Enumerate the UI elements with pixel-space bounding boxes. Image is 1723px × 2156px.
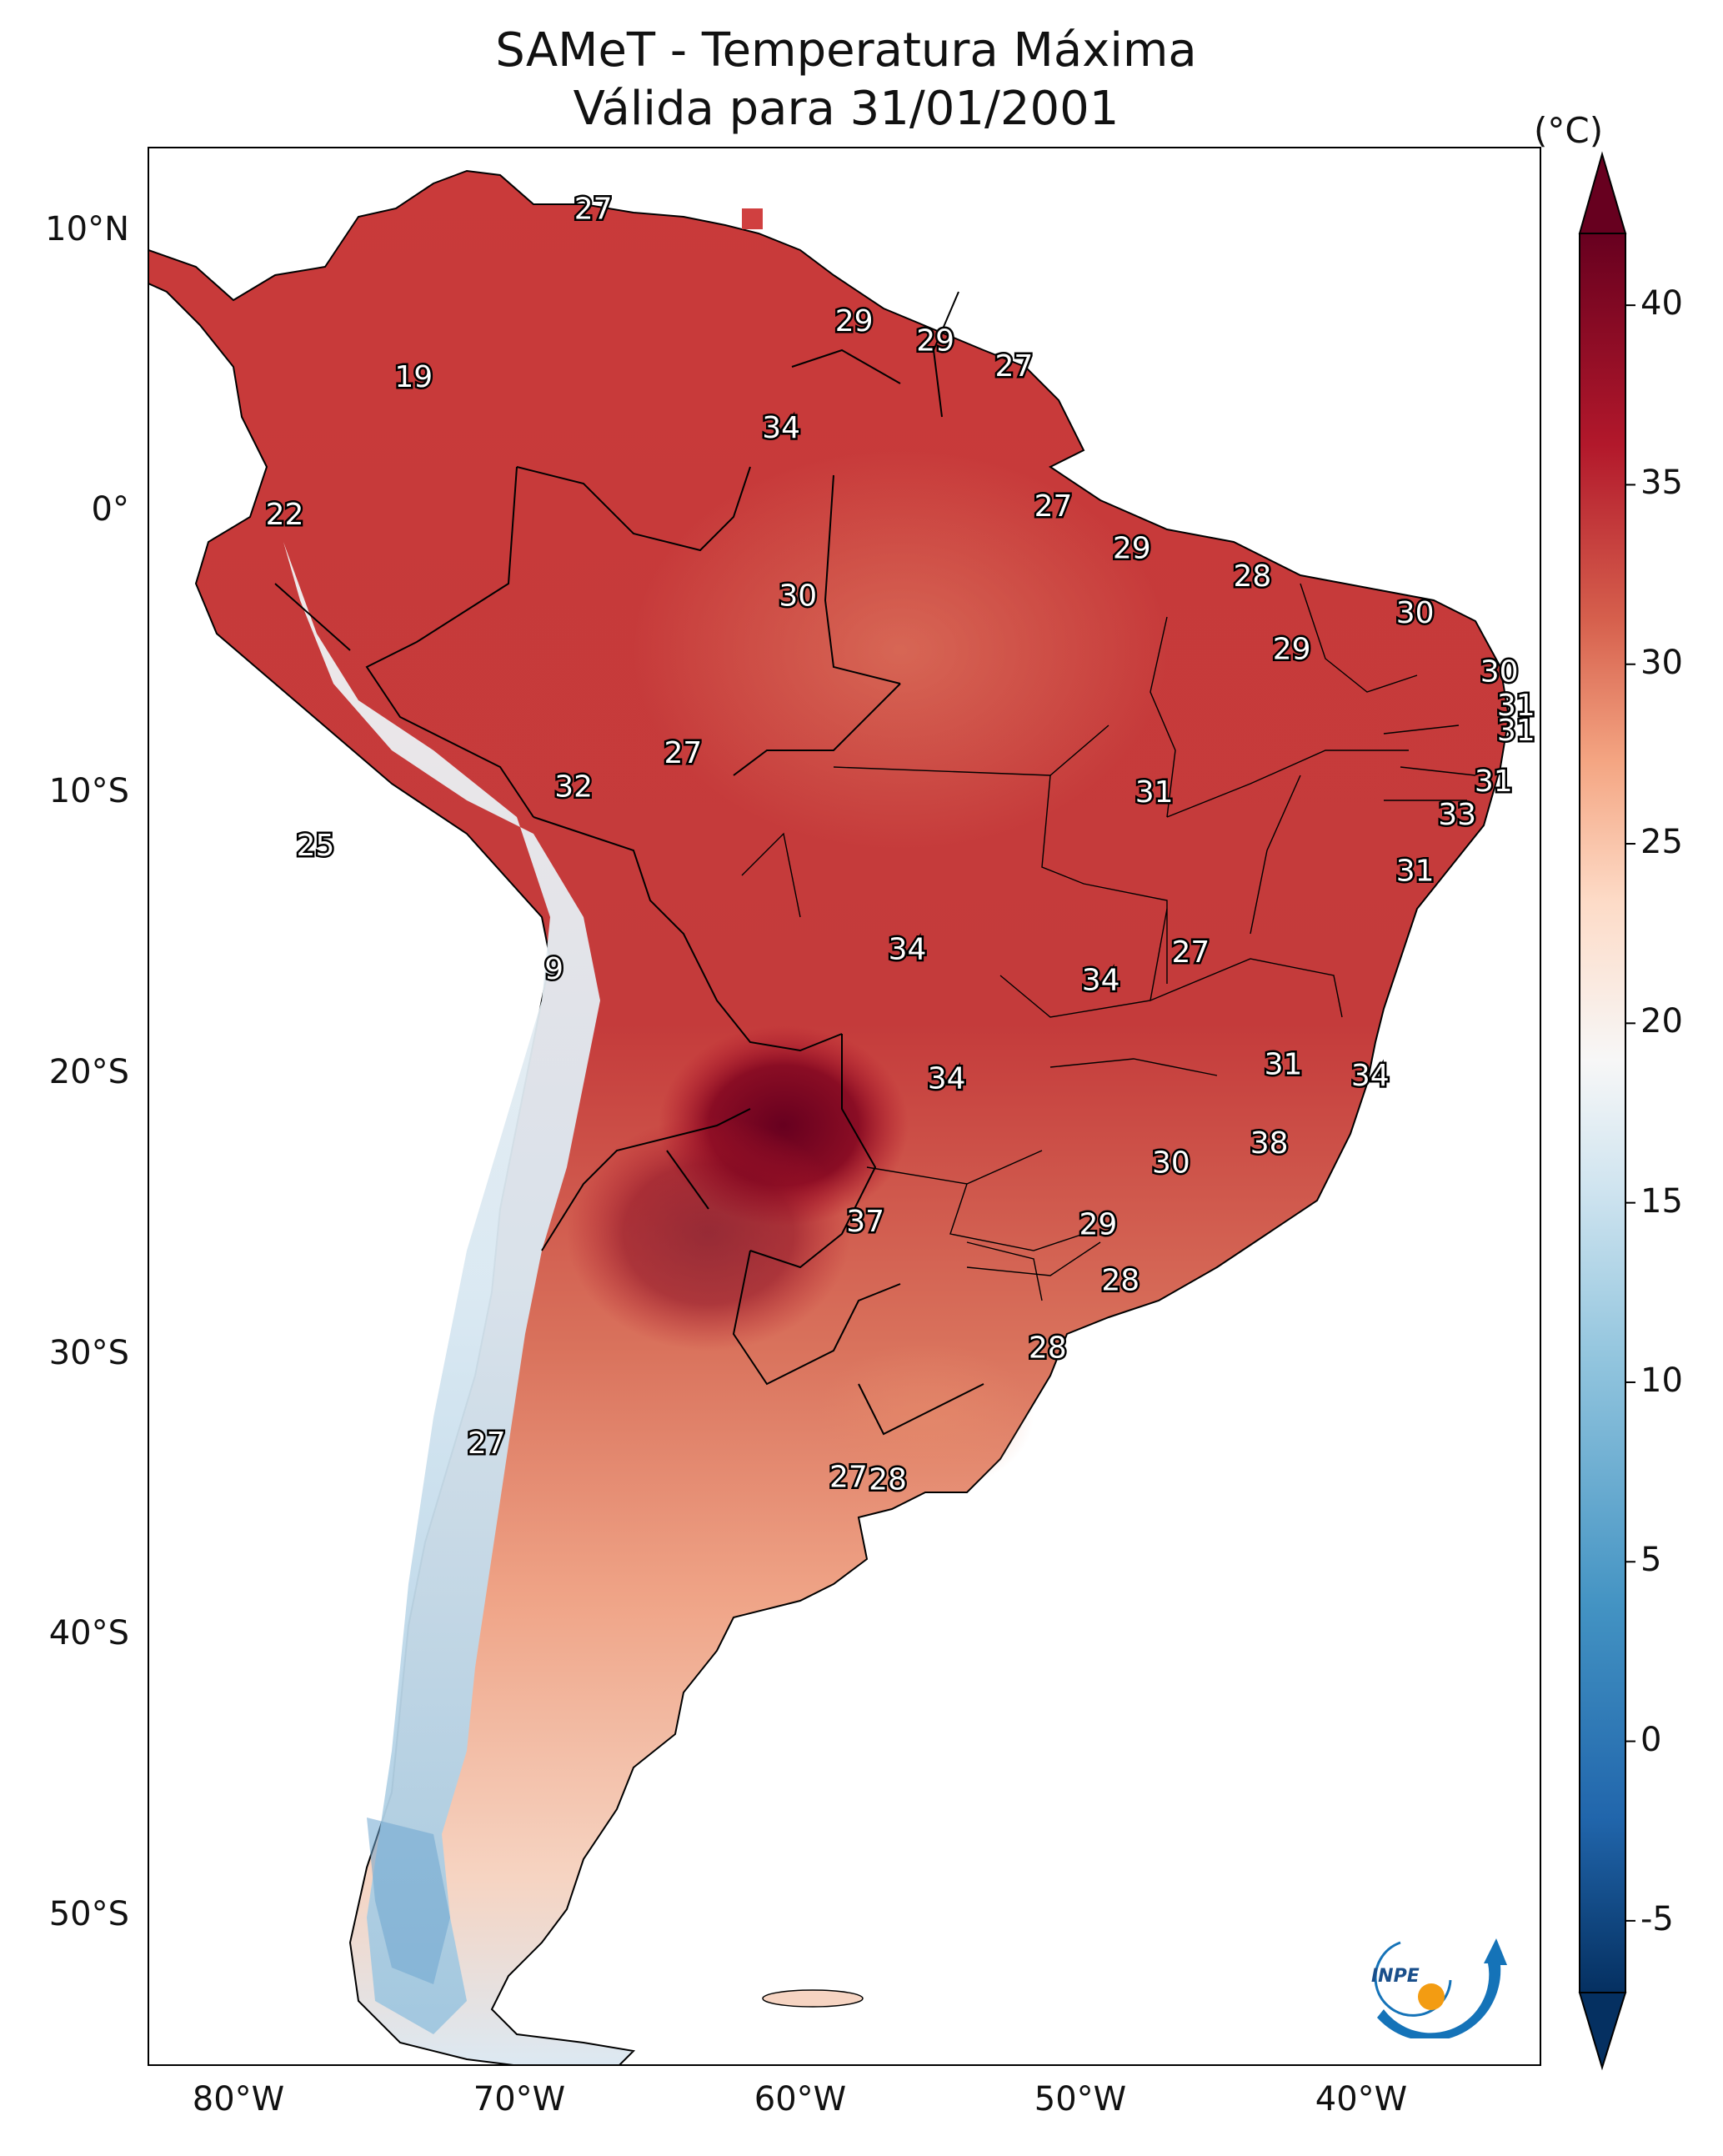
temperature-label-0: 27: [574, 192, 613, 226]
temperature-label-27: 34: [928, 1062, 966, 1096]
country-borders: [274, 291, 984, 1436]
falkland-islands: [762, 1989, 864, 2008]
colorbar-tick-label-5: 15: [1640, 1181, 1683, 1221]
temperature-label-37: 27: [829, 1460, 868, 1494]
patagonia-cold-zone: [367, 1818, 450, 1984]
colorbar: [1578, 151, 1635, 2071]
title-line-2: Válida para 31/01/2001: [573, 82, 1119, 136]
temperature-label-29: 34: [1351, 1059, 1390, 1093]
temperature-label-3: 29: [916, 324, 954, 358]
plot-frame: [148, 147, 1541, 2066]
temperature-label-32: 37: [846, 1205, 884, 1239]
temperature-label-15: 31: [1497, 714, 1535, 748]
temperature-label-23: 34: [889, 933, 927, 967]
temperature-label-12: 29: [1273, 633, 1311, 667]
trinidad-island: [742, 208, 763, 229]
temperature-label-5: 34: [762, 411, 800, 445]
temperature-label-18: 31: [1135, 775, 1174, 810]
temperature-label-2: 29: [835, 304, 874, 338]
colorbar-tick-label-0: 40: [1640, 284, 1683, 323]
state-borders: [741, 583, 1476, 1301]
colorbar-tick-marks: [1625, 304, 1635, 1922]
temperature-label-28: 31: [1265, 1048, 1303, 1082]
inpe-logo: INPE: [1371, 1938, 1507, 2038]
colorbar-tick-label-9: -5: [1640, 1899, 1674, 1938]
colorbar-tick-label-7: 5: [1640, 1541, 1662, 1580]
temperature-label-4: 27: [994, 349, 1033, 384]
temperature-label-26: 34: [1082, 964, 1120, 998]
temperature-label-17: 32: [554, 770, 593, 805]
temperature-label-31: 30: [1152, 1146, 1190, 1180]
temperature-label-13: 30: [1480, 655, 1519, 689]
colorbar-tick-label-4: 20: [1640, 1002, 1683, 1041]
temperature-label-10: 30: [779, 579, 817, 614]
temperature-label-8: 29: [1113, 532, 1151, 566]
chaco-warm-zone: [567, 1117, 850, 1351]
temperature-label-35: 28: [1029, 1331, 1067, 1366]
lon-tick-70w: 70°W: [473, 2080, 566, 2118]
logo-text: INPE: [1371, 1966, 1420, 1987]
colorbar-bar: [1579, 233, 1626, 1993]
temperature-label-30: 38: [1250, 1126, 1289, 1161]
temperature-label-25: 9: [544, 952, 563, 986]
colorbar-tick-label-3: 25: [1640, 823, 1683, 862]
lat-tick-20s: 20°S: [48, 1053, 129, 1091]
colorbar-tick-label-8: 0: [1640, 1720, 1662, 1759]
temperature-label-1: 19: [394, 360, 433, 394]
temperature-label-22: 31: [1396, 855, 1435, 889]
lon-tick-60w: 60°W: [754, 2080, 847, 2118]
lat-tick-10n: 10°N: [45, 210, 129, 248]
lat-tick-30s: 30°S: [48, 1334, 129, 1372]
temperature-label-33: 29: [1079, 1207, 1117, 1241]
colorbar-top-extension: [1578, 151, 1627, 234]
colorbar-tick-label-2: 30: [1640, 643, 1683, 682]
logo-sun: [1418, 1983, 1445, 2010]
temperature-label-7: 27: [1034, 489, 1073, 524]
temperature-label-11: 30: [1396, 596, 1435, 630]
lat-tick-50s: 50°S: [48, 1895, 129, 1933]
temperature-label-24: 27: [1171, 935, 1210, 970]
lat-tick-0: 0°: [91, 490, 129, 529]
temperature-label-19: 31: [1475, 765, 1513, 799]
temperature-label-14: 31: [1497, 689, 1535, 723]
colorbar-tick-label-1: 35: [1640, 464, 1683, 503]
temperature-label-16: 27: [664, 736, 702, 770]
temperature-label-36: 27: [468, 1426, 506, 1461]
lon-tick-50w: 50°W: [1034, 2080, 1127, 2118]
lon-tick-40w: 40°W: [1315, 2080, 1408, 2118]
temperature-label-20: 33: [1438, 798, 1476, 832]
temperature-label-38: 28: [869, 1463, 907, 1497]
title-line-1: SAMeT - Temperatura Máxima: [495, 23, 1197, 78]
temperature-label-34: 28: [1101, 1264, 1139, 1298]
lon-tick-80w: 80°W: [192, 2080, 285, 2118]
lat-tick-40s: 40°S: [48, 1614, 129, 1652]
rio-grande-cooler-zone: [817, 1342, 1034, 1492]
logo-arrow: [1377, 1938, 1507, 2038]
amazon-interior-zone: [634, 450, 1167, 850]
colorbar-bottom-extension: [1578, 1992, 1627, 2071]
temperature-label-6: 22: [266, 498, 304, 532]
andes-cold-strip: [283, 542, 600, 2034]
temperature-label-21: 25: [297, 829, 335, 863]
temperature-label-9: 28: [1233, 559, 1271, 594]
colorbar-tick-label-6: 10: [1640, 1361, 1683, 1400]
colorbar-unit: (°C): [1534, 110, 1604, 151]
lat-tick-10s: 10°S: [48, 772, 129, 810]
